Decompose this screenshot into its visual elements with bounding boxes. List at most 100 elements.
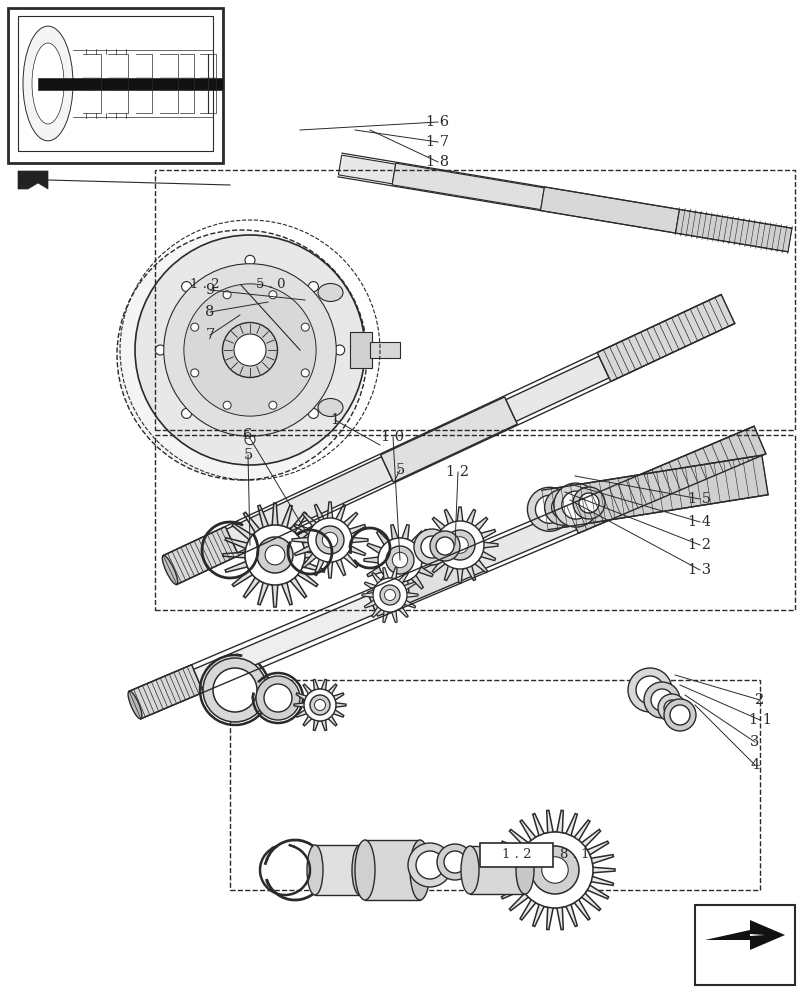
Circle shape xyxy=(384,589,395,600)
Text: 1 2: 1 2 xyxy=(688,538,710,552)
Circle shape xyxy=(334,345,345,355)
Text: 1 2: 1 2 xyxy=(446,465,469,479)
Bar xyxy=(155,435,794,610)
Circle shape xyxy=(268,401,277,409)
Bar xyxy=(350,332,371,368)
Circle shape xyxy=(544,489,580,525)
Polygon shape xyxy=(540,187,679,233)
Bar xyxy=(38,78,223,90)
Ellipse shape xyxy=(307,845,323,895)
Circle shape xyxy=(407,843,452,887)
Ellipse shape xyxy=(162,555,178,585)
Polygon shape xyxy=(749,934,764,936)
Circle shape xyxy=(257,537,293,573)
Circle shape xyxy=(657,694,685,722)
Circle shape xyxy=(372,578,406,612)
Circle shape xyxy=(527,487,571,531)
Ellipse shape xyxy=(515,846,534,894)
Polygon shape xyxy=(223,503,327,607)
Ellipse shape xyxy=(461,846,478,894)
Circle shape xyxy=(553,483,597,527)
Polygon shape xyxy=(541,455,767,530)
Text: 4: 4 xyxy=(749,758,758,772)
Circle shape xyxy=(551,496,573,518)
Ellipse shape xyxy=(351,845,367,895)
Text: 1 3: 1 3 xyxy=(688,563,710,577)
Circle shape xyxy=(414,529,449,565)
Text: 9: 9 xyxy=(205,283,214,297)
Circle shape xyxy=(578,493,599,513)
Polygon shape xyxy=(294,679,345,731)
Circle shape xyxy=(669,705,689,725)
Text: 1: 1 xyxy=(330,413,339,427)
Circle shape xyxy=(191,369,199,377)
Circle shape xyxy=(307,518,351,562)
Polygon shape xyxy=(226,457,392,553)
Bar xyxy=(230,680,759,890)
Circle shape xyxy=(392,552,407,568)
Circle shape xyxy=(451,537,468,553)
Circle shape xyxy=(182,408,191,418)
Circle shape xyxy=(203,658,267,722)
Circle shape xyxy=(444,851,466,873)
Circle shape xyxy=(268,291,277,299)
Bar xyxy=(479,843,552,867)
Circle shape xyxy=(308,408,318,418)
Polygon shape xyxy=(422,507,497,583)
Polygon shape xyxy=(566,426,765,533)
Circle shape xyxy=(245,255,255,265)
Circle shape xyxy=(182,282,191,292)
Circle shape xyxy=(301,369,309,377)
Polygon shape xyxy=(163,527,238,584)
Circle shape xyxy=(314,700,325,710)
Text: 1 4: 1 4 xyxy=(688,515,710,529)
Polygon shape xyxy=(129,665,203,719)
Ellipse shape xyxy=(222,322,277,377)
Circle shape xyxy=(378,538,422,582)
Circle shape xyxy=(430,531,460,561)
Bar xyxy=(18,16,212,151)
Bar xyxy=(694,905,794,985)
Polygon shape xyxy=(704,920,784,950)
Text: 1 6: 1 6 xyxy=(426,115,449,129)
Circle shape xyxy=(643,682,679,718)
Text: 8 . 1: 8 . 1 xyxy=(560,848,589,861)
Circle shape xyxy=(530,846,578,894)
Circle shape xyxy=(264,545,285,565)
Text: 1 7: 1 7 xyxy=(426,135,449,149)
Text: 1 8: 1 8 xyxy=(426,155,449,169)
Text: 8: 8 xyxy=(205,305,214,319)
Circle shape xyxy=(635,676,663,704)
Text: 1 1: 1 1 xyxy=(748,713,770,727)
Circle shape xyxy=(385,546,414,574)
Circle shape xyxy=(245,435,255,445)
Circle shape xyxy=(264,684,292,712)
Bar xyxy=(8,8,223,163)
Circle shape xyxy=(517,832,592,908)
Ellipse shape xyxy=(164,264,336,436)
Polygon shape xyxy=(474,509,576,569)
Polygon shape xyxy=(362,568,418,622)
Text: 2: 2 xyxy=(754,693,764,707)
Ellipse shape xyxy=(354,840,375,900)
Circle shape xyxy=(212,668,257,712)
Circle shape xyxy=(310,695,329,715)
Text: 1 . 2: 1 . 2 xyxy=(501,848,530,861)
Circle shape xyxy=(303,689,336,721)
Circle shape xyxy=(541,857,568,883)
Circle shape xyxy=(191,323,199,331)
Circle shape xyxy=(315,526,344,554)
Ellipse shape xyxy=(318,284,342,302)
Bar xyxy=(168,273,241,297)
Text: 6: 6 xyxy=(243,428,252,442)
Text: 5: 5 xyxy=(243,448,252,462)
Circle shape xyxy=(420,536,443,558)
Text: 7: 7 xyxy=(205,328,214,342)
Text: 5 . 0: 5 . 0 xyxy=(256,278,285,292)
Polygon shape xyxy=(193,595,376,688)
Polygon shape xyxy=(292,502,367,578)
Polygon shape xyxy=(380,397,517,482)
Circle shape xyxy=(380,585,400,605)
Ellipse shape xyxy=(135,235,365,465)
Text: 1 0: 1 0 xyxy=(381,430,404,444)
